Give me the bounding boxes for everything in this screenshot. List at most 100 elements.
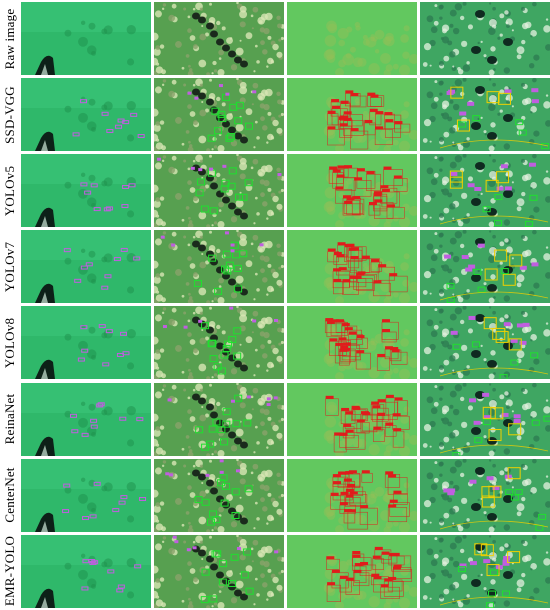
detection-label-tag [385,422,394,426]
detection-label-tag [345,429,354,433]
underwater-photo [154,382,284,456]
figure-row: Raw image [0,2,550,75]
fin-stripe [41,292,48,304]
detection-box [439,291,549,301]
detection-box [192,545,197,549]
detection-box [162,325,167,329]
detection-box [80,182,88,187]
detection-label-tag [354,177,363,181]
detection-label-tag [347,508,356,512]
detection-box [375,113,395,130]
detection-label-tag [374,199,383,203]
detection-box [341,350,361,361]
detection-box [218,84,223,88]
detection-box [167,397,172,401]
row-images [21,382,550,456]
detection-box [102,362,110,367]
detection-box [201,322,210,330]
detection-box [345,580,360,595]
detection-box [231,487,240,495]
scene-haze-image [287,306,417,380]
detection-box [496,171,510,184]
detection-box [230,399,235,403]
detection-box [80,325,88,330]
sea-urchin [503,190,513,199]
fin-stripe [41,216,48,228]
detection-box [335,189,353,204]
detection-box [80,265,88,270]
detection-label-tag [373,280,382,284]
detection-box [274,550,279,554]
detection-box [174,539,179,543]
detection-label-tag [344,165,353,169]
detection-box [63,483,71,488]
detection-box [374,129,393,146]
row-images [21,458,550,532]
scene-urchins-image [420,2,550,75]
detection-box [209,167,214,171]
dark-rock [234,360,242,368]
detection-label-tag [332,105,341,109]
underwater-photo [287,154,417,228]
detection-box [224,231,229,235]
dark-rock [228,126,236,134]
detection-box [383,169,403,187]
detection-label-tag [388,504,397,508]
detection-box [381,322,399,341]
detection-label-tag [325,318,334,322]
detection-label-tag [391,349,400,353]
detection-box [71,428,79,433]
detection-box [336,177,357,191]
detection-box [273,319,278,323]
detection-box [252,90,257,94]
underwater-photo [287,382,417,456]
dark-rock [198,16,206,24]
dark-rock [234,437,242,444]
detection-box [245,122,254,130]
detection-label-tag [392,566,401,570]
detection-box [228,336,237,344]
detection-box [472,341,481,348]
detection-box [345,491,366,503]
detection-box [342,282,359,295]
detection-box [488,428,502,441]
detection-box [510,339,518,344]
detection-box [101,111,109,116]
detection-box [218,578,227,586]
detection-box [459,111,467,116]
detection-box [117,584,125,589]
dark-rock [222,501,230,509]
detection-label-tag [373,426,382,430]
detection-box [359,507,378,525]
detection-box [197,178,206,186]
row-label-wrap: CenterNet [0,459,19,532]
detection-box [529,194,538,201]
detection-box [448,488,456,493]
detection-label-tag [347,483,356,487]
detection-box [330,495,346,510]
detection-box [439,444,549,453]
detection-label-tag [339,501,348,505]
detection-label-tag [361,469,370,473]
dark-rock [198,397,206,404]
detection-box [266,396,271,400]
detection-box [531,262,539,267]
detection-box [120,494,128,499]
dark-rock [192,12,200,20]
row-label: EMR-YOLO [1,536,17,607]
detection-box [230,249,235,253]
detection-box [160,235,165,239]
detection-box [225,262,234,270]
detection-box [72,132,80,137]
sea-urchin [471,46,481,54]
detection-box [508,422,522,435]
detection-box [201,443,210,451]
detection-label-tag [375,111,384,115]
detection-box [373,578,393,593]
figure-row: SSD-VGG [0,78,550,152]
detection-box [504,89,512,94]
dark-rock [234,589,242,597]
detection-box [389,501,410,517]
detection-label-tag [346,244,355,248]
detection-box [519,266,527,271]
